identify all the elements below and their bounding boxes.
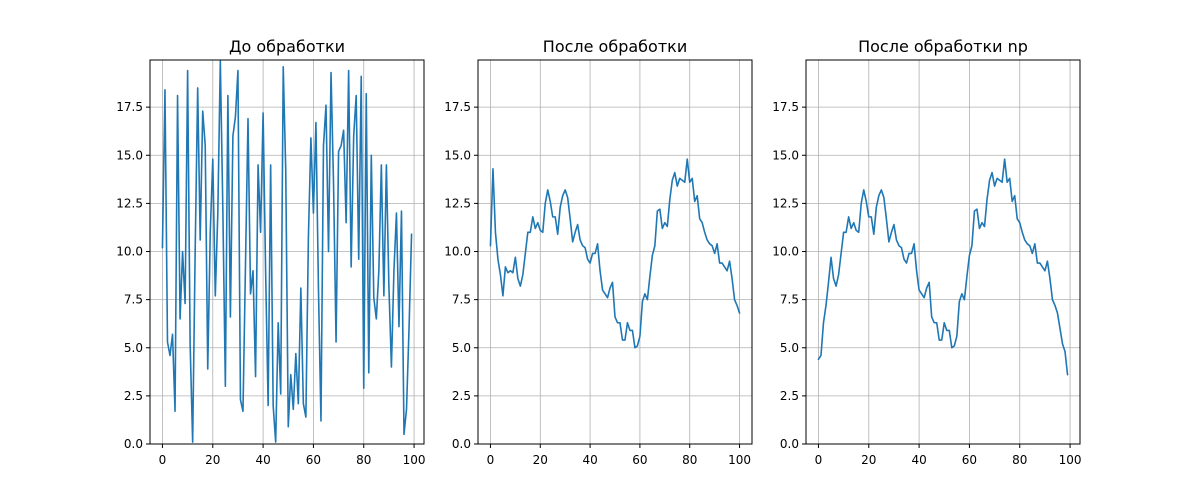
x-tick-label: 20	[861, 453, 876, 467]
x-tick-label: 100	[728, 453, 751, 467]
series-line-after	[489, 158, 741, 349]
x-tick-label: 60	[632, 453, 647, 467]
x-tick-label: 100	[403, 453, 426, 467]
y-tick-label: 5.0	[452, 341, 471, 355]
subplot-title-after: После обработки	[543, 37, 687, 56]
y-tick-label: 15.0	[116, 148, 143, 162]
grid-after-np	[806, 60, 1080, 445]
y-tick-label: 17.5	[444, 100, 471, 114]
x-tick-label: 0	[815, 453, 823, 467]
subplot-after: После обработки 0 20 40 60 80 100 0.0 2.5 5.0 7.5…	[444, 37, 753, 467]
x-tick-label: 0	[487, 453, 495, 467]
y-tick-label: 2.5	[780, 389, 799, 403]
y-tick-label: 5.0	[124, 341, 143, 355]
y-tick-label: 0.0	[124, 437, 143, 451]
y-tick-label: 7.5	[124, 293, 143, 307]
y-tick-label: 12.5	[116, 196, 143, 210]
axes-frame-after-np	[805, 59, 1081, 445]
y-tick-label: 12.5	[772, 196, 799, 210]
x-tick-label: 60	[962, 453, 977, 467]
y-tick-label: 10.0	[772, 245, 799, 259]
y-tick-label: 7.5	[452, 293, 471, 307]
x-tick-label: 40	[911, 453, 926, 467]
y-tick-label: 15.0	[444, 148, 471, 162]
series-line-before	[161, 60, 413, 443]
series-line-after-np	[817, 158, 1069, 376]
x-tick-label: 40	[582, 453, 597, 467]
x-tick-label: 40	[255, 453, 270, 467]
subplot-after-np: После обработки np 0 20 40 60 80 100 0.0 2.5 5.0…	[772, 37, 1081, 467]
x-tick-label: 20	[533, 453, 548, 467]
y-tick-label: 10.0	[444, 245, 471, 259]
y-tick-label: 2.5	[124, 389, 143, 403]
y-tick-label: 5.0	[780, 341, 799, 355]
y-tick-label: 17.5	[772, 100, 799, 114]
y-tick-label: 10.0	[116, 245, 143, 259]
y-tick-label: 17.5	[116, 100, 143, 114]
y-tick-label: 2.5	[452, 389, 471, 403]
y-tick-label: 0.0	[452, 437, 471, 451]
axes-frame-after	[477, 59, 753, 445]
x-tick-label: 100	[1059, 453, 1082, 467]
subplot-before: До обработки 0 20 40 60 80 100 0.0 2.5 5.0 7.5 10.…	[116, 37, 425, 467]
x-tick-label: 60	[306, 453, 321, 467]
x-tick-label: 80	[682, 453, 697, 467]
x-tick-label: 20	[205, 453, 220, 467]
subplot-title-after-np: После обработки np	[858, 37, 1028, 56]
y-tick-label: 15.0	[772, 148, 799, 162]
y-tick-label: 12.5	[444, 196, 471, 210]
x-tick-label: 0	[159, 453, 167, 467]
y-tick-label: 7.5	[780, 293, 799, 307]
x-tick-label: 80	[1012, 453, 1027, 467]
subplot-title-before: До обработки	[229, 37, 345, 56]
grid-after	[478, 60, 752, 445]
y-tick-label: 0.0	[780, 437, 799, 451]
x-tick-label: 80	[356, 453, 371, 467]
